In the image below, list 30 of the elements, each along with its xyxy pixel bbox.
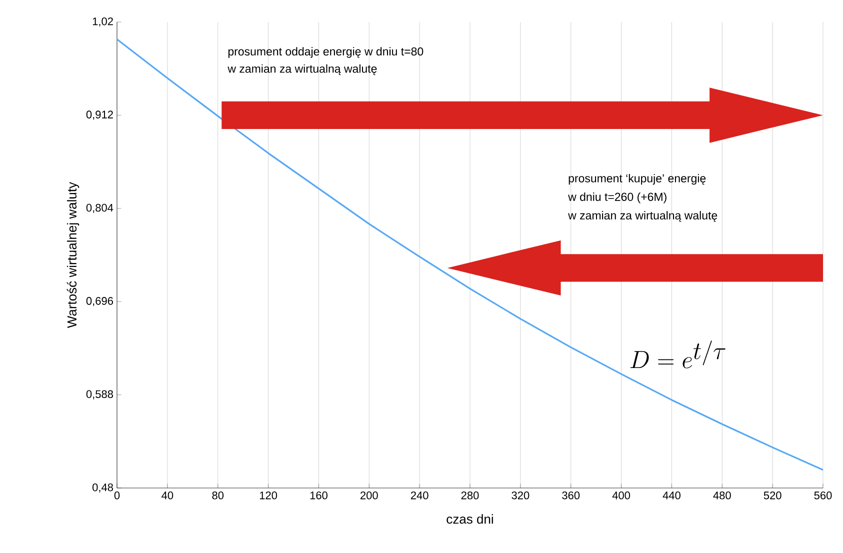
annotation: w dniu t=260 (+6M) bbox=[568, 192, 666, 204]
annotation: w zamian za wirtualną walutę bbox=[228, 64, 377, 76]
y-axis-title: Wartość wirtualnej waluty bbox=[66, 182, 80, 328]
x-tick-label: 280 bbox=[461, 492, 479, 500]
y-tick-label: 0,912 bbox=[86, 110, 113, 120]
annotation: prosument ‘kupuje’ energię bbox=[568, 174, 706, 185]
y-tick-label: 0,588 bbox=[86, 390, 113, 400]
y-tick-label: 0,48 bbox=[92, 483, 113, 493]
x-tick-label: 240 bbox=[410, 492, 428, 500]
y-tick-label: 0,696 bbox=[86, 297, 113, 306]
annotation: $D = e^{t/\tau}$ bbox=[630, 340, 726, 368]
x-tick-label: 200 bbox=[360, 492, 378, 500]
x-axis-title: czas dni bbox=[446, 514, 493, 524]
line-series bbox=[117, 38, 824, 471]
annotation: prosument oddaje energię w dniu t=80 bbox=[228, 47, 424, 58]
y-tick-label: 0,804 bbox=[86, 204, 114, 213]
x-tick-label: 400 bbox=[612, 492, 630, 500]
x-tick-label: 120 bbox=[260, 492, 278, 500]
x-tick-label: 80 bbox=[212, 492, 224, 500]
x-tick-label: 440 bbox=[662, 492, 680, 500]
x-tick-label: 160 bbox=[310, 492, 328, 500]
y-tick-label: 1,02 bbox=[92, 17, 113, 27]
x-tick-label: 360 bbox=[562, 492, 580, 500]
annotation: w zamian za wirtualną walutę bbox=[568, 211, 718, 222]
x-tick-label: 320 bbox=[512, 492, 530, 500]
x-tick-label: 0 bbox=[114, 492, 120, 500]
x-tick-label: 480 bbox=[713, 492, 731, 500]
x-tick-label: 560 bbox=[814, 492, 832, 500]
x-tick-label: 40 bbox=[162, 492, 174, 500]
x-tick-label: 520 bbox=[764, 492, 782, 500]
